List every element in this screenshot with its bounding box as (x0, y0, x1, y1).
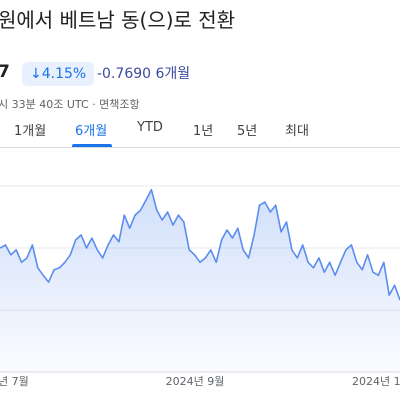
tab[interactable]: 1개월 (14, 124, 47, 139)
tab[interactable]: 6개월 (75, 124, 108, 139)
separator (0, 147, 400, 148)
tab[interactable]: YTD (137, 120, 163, 135)
change-badge: ↓4.15% (22, 62, 95, 86)
tab[interactable]: 최대 (285, 124, 309, 139)
timestamp: 시 33분 40조 UTC · 면책조항 (0, 98, 140, 111)
price: 7 (0, 62, 10, 82)
x-tick-label: 년 7월 (0, 375, 29, 388)
x-tick-label: 2024년 9월 (166, 375, 225, 388)
tab-underline (72, 144, 112, 147)
area-fill (0, 189, 400, 372)
title: 원에서 베트남 동(으)로 전환 (0, 8, 236, 32)
tab[interactable]: 1년 (193, 124, 214, 139)
price-line (0, 188, 400, 301)
x-tick-label: 2024년 11 (352, 375, 400, 388)
tab[interactable]: 5년 (237, 124, 258, 139)
change: -0.7690 6개월 (97, 66, 191, 82)
